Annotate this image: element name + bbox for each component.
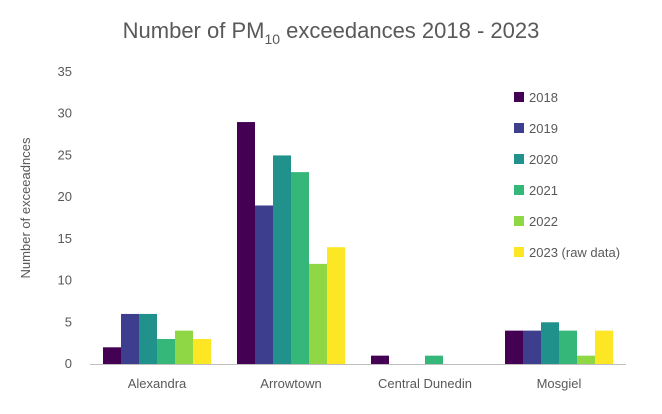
bar-mosgiel-2022 — [577, 355, 595, 364]
y-tick-label: 10 — [58, 273, 72, 288]
bar-alexandra-2022 — [175, 330, 193, 364]
bar-alexandra-2021 — [157, 338, 175, 364]
y-tick-label: 35 — [58, 64, 72, 79]
legend: 2018 2019 2020 2021 2022 2023 (raw data) — [514, 90, 620, 260]
bar-mosgiel-2021 — [559, 330, 577, 364]
x-axis-labels: Alexandra Arrowtown Central Dunedin Mosgiel — [128, 376, 582, 391]
legend-label: 2020 — [529, 152, 558, 167]
bar-arrowtown-2021 — [291, 172, 309, 364]
legend-swatch — [514, 185, 524, 195]
legend-swatch — [514, 154, 524, 164]
bar-alexandra-2018 — [103, 347, 121, 364]
legend-swatch — [514, 216, 524, 226]
y-tick-label: 30 — [58, 106, 72, 121]
bar-alexandra-2023 — [193, 338, 211, 364]
legend-label: 2019 — [529, 121, 558, 136]
y-tick-label: 0 — [65, 356, 72, 371]
bar-mosgiel-2020 — [541, 322, 559, 364]
legend-label: 2023 (raw data) — [529, 245, 620, 260]
x-tick-label: Arrowtown — [260, 376, 321, 391]
y-axis-title: Number of exceeadnces — [18, 137, 33, 278]
legend-label: 2018 — [529, 90, 558, 105]
x-tick-label: Mosgiel — [537, 376, 582, 391]
bar-mosgiel-2018 — [505, 330, 523, 364]
y-tick-label: 5 — [65, 314, 72, 329]
bar-mosgiel-2023 — [595, 330, 613, 364]
chart-title-suffix: exceedances 2018 - 2023 — [280, 18, 539, 43]
bar-arrowtown-2019 — [255, 205, 273, 364]
chart-title-prefix: Number of PM — [123, 18, 265, 43]
legend-label: 2021 — [529, 183, 558, 198]
bar-arrowtown-2023 — [327, 247, 345, 364]
legend-label: 2022 — [529, 214, 558, 229]
bars — [103, 122, 613, 364]
bar-central-dunedin-2018 — [371, 355, 389, 364]
bar-arrowtown-2022 — [309, 263, 327, 364]
chart-title-subscript: 10 — [264, 31, 280, 47]
x-tick-label: Central Dunedin — [378, 376, 472, 391]
legend-swatch — [514, 92, 524, 102]
bar-alexandra-2020 — [139, 313, 157, 364]
chart-title: Number of PM10 exceedances 2018 - 2023 — [123, 18, 540, 47]
legend-swatch — [514, 247, 524, 257]
y-tick-label: 20 — [58, 189, 72, 204]
y-tick-label: 15 — [58, 231, 72, 246]
bar-arrowtown-2020 — [273, 155, 291, 364]
bar-arrowtown-2018 — [237, 122, 255, 364]
bar-alexandra-2019 — [121, 313, 139, 364]
x-tick-label: Alexandra — [128, 376, 187, 391]
y-tick-label: 25 — [58, 147, 72, 162]
bar-mosgiel-2019 — [523, 330, 541, 364]
bar-central-dunedin-2021 — [425, 355, 443, 364]
legend-swatch — [514, 123, 524, 133]
y-axis-ticks: 0 5 10 15 20 25 30 35 — [58, 64, 72, 371]
